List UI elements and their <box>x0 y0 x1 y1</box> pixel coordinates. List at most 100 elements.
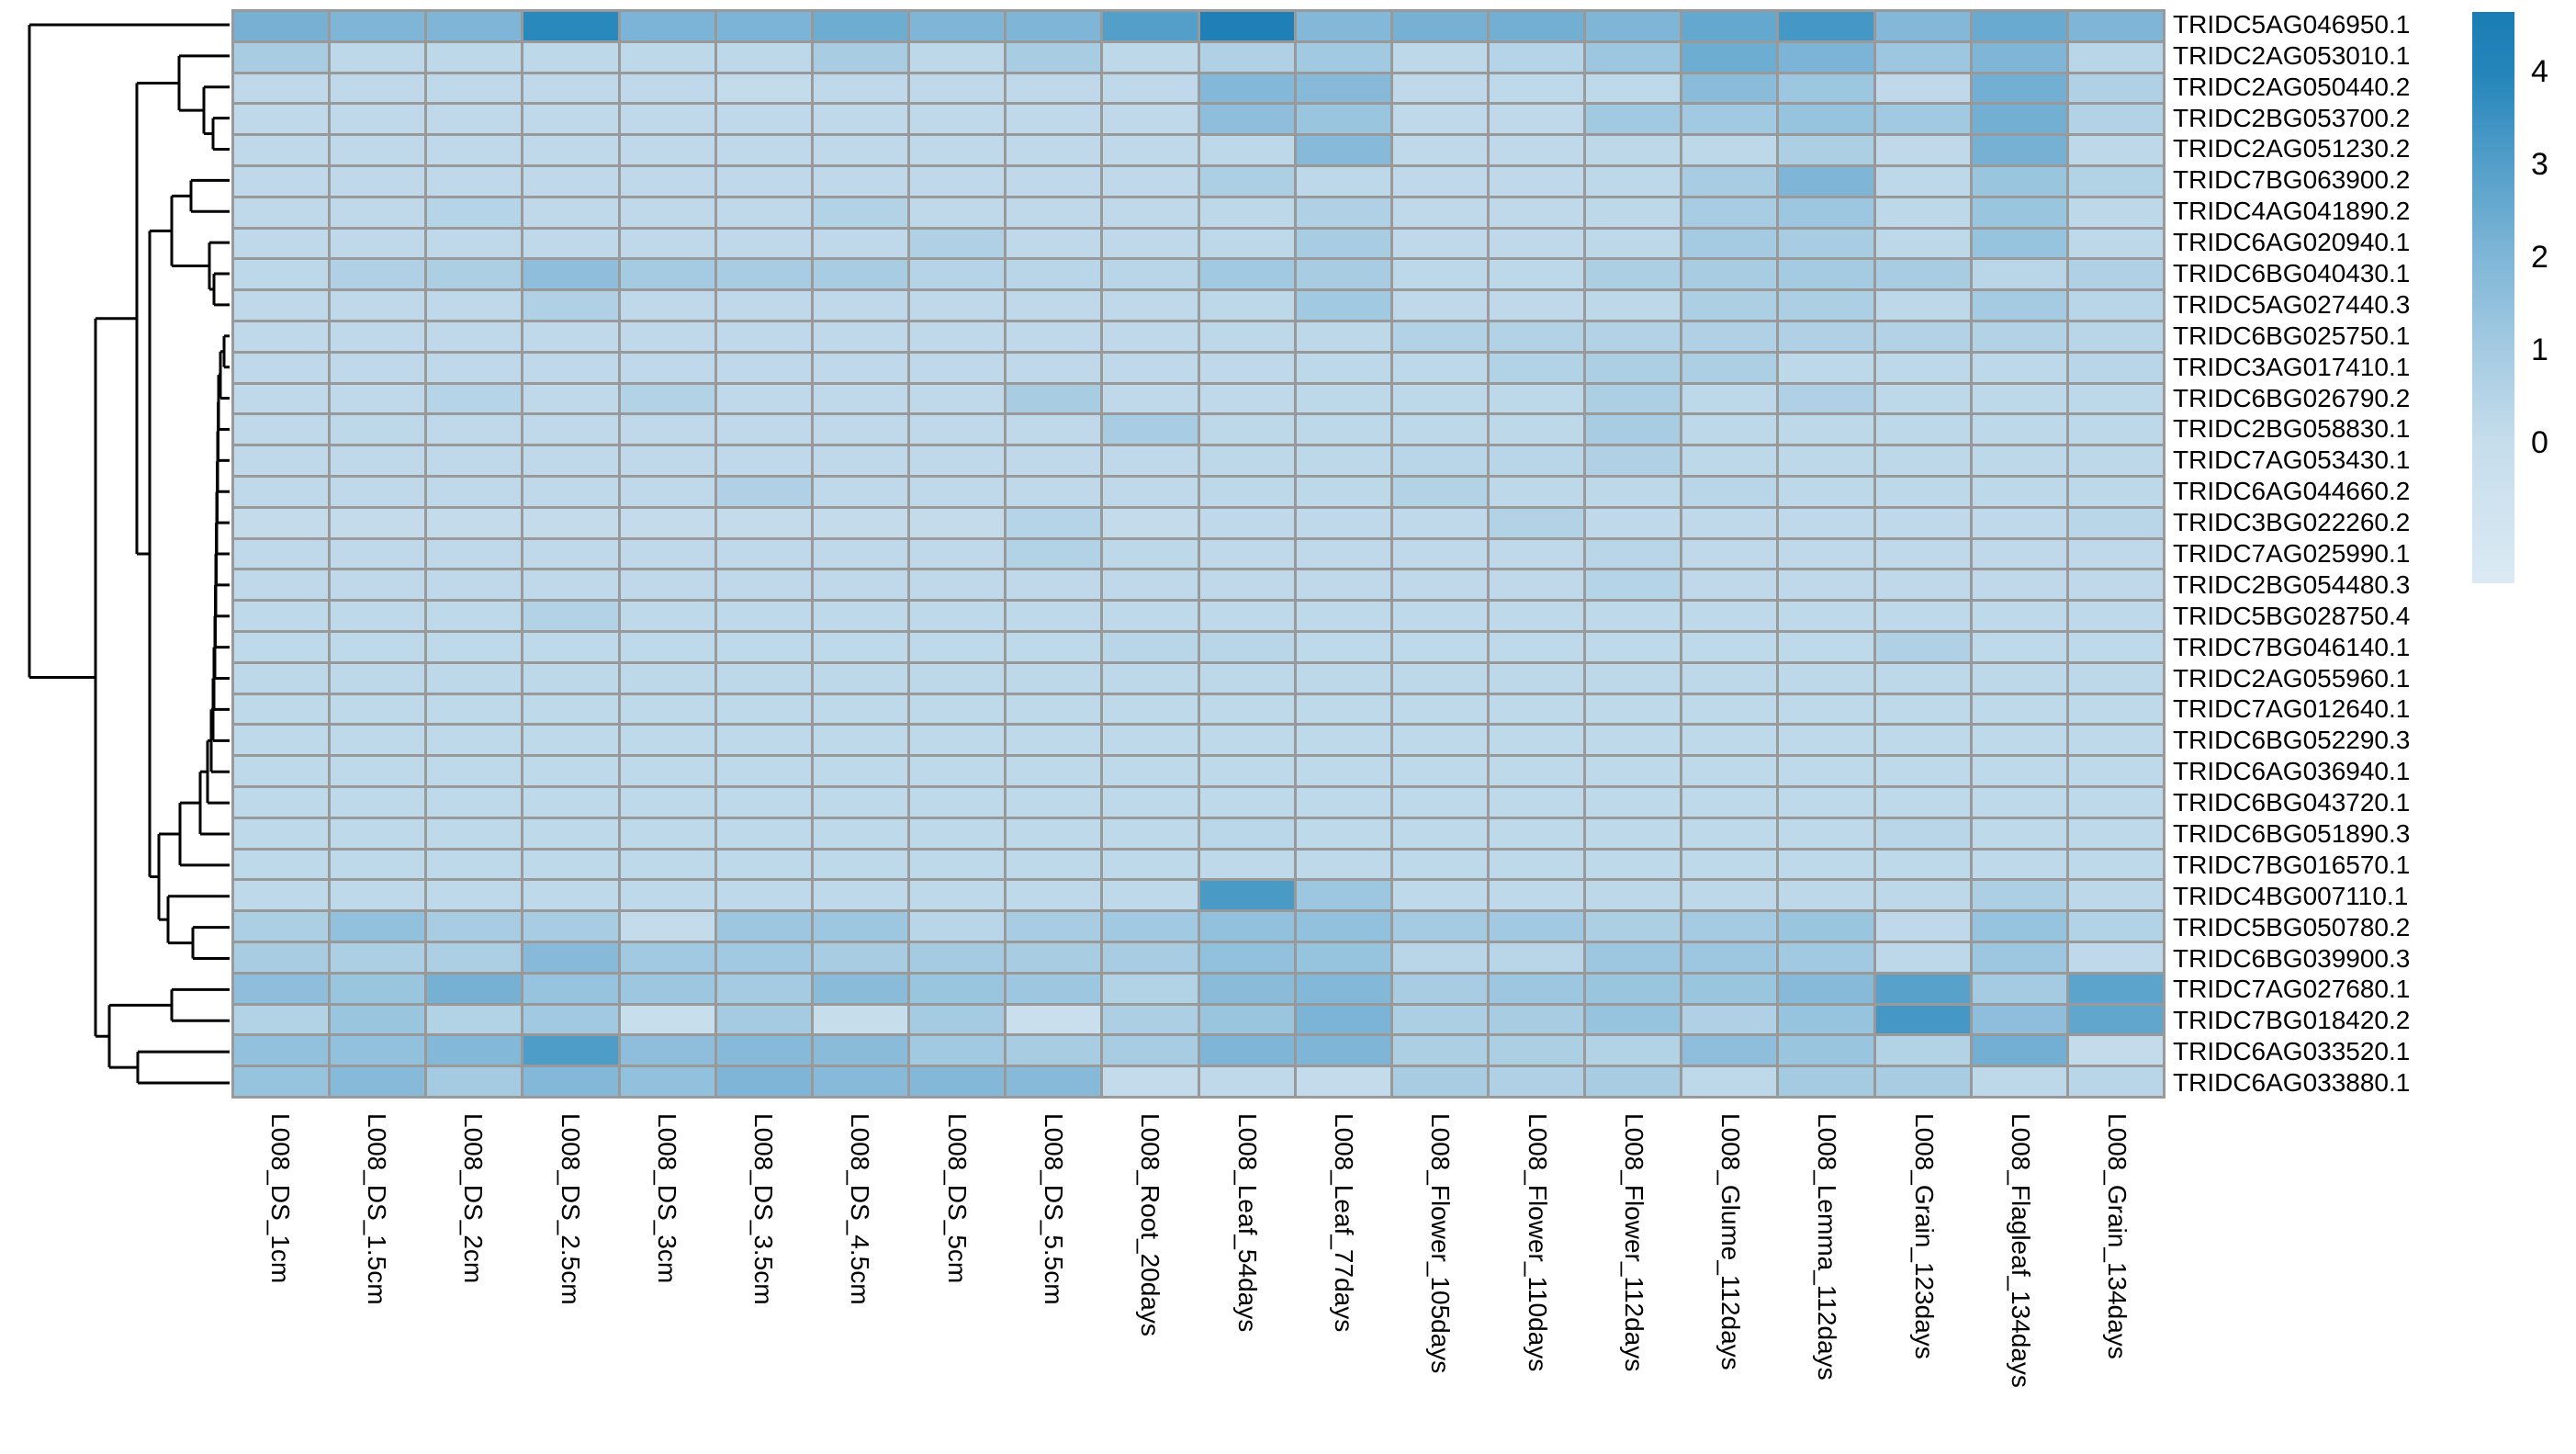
heatmap-cell <box>427 850 522 879</box>
heatmap-cell <box>427 726 522 755</box>
heatmap-cell <box>1875 663 1970 693</box>
heatmap-cell <box>2068 787 2163 817</box>
heatmap-cell <box>427 787 522 817</box>
heatmap-cell <box>1489 1036 1584 1065</box>
heatmap-cell <box>620 694 714 724</box>
row-label: TRIDC2BG053700.2 <box>2173 103 2411 132</box>
heatmap-cell <box>523 197 618 227</box>
heatmap-cell <box>1586 912 1681 941</box>
heatmap-cell <box>1296 136 1390 164</box>
colorbar-tick-label: 0 <box>2531 425 2548 461</box>
heatmap-cell <box>2068 818 2163 848</box>
heatmap-cell <box>1586 787 1681 817</box>
heatmap-cell <box>1007 757 1101 785</box>
heatmap-cell <box>620 818 714 848</box>
colorbar-tick-label: 2 <box>2531 240 2548 276</box>
row-label: TRIDC6BG026790.2 <box>2173 383 2411 412</box>
heatmap-cell <box>716 229 811 258</box>
column-label: L008_Grain_134days <box>2103 1113 2132 1359</box>
heatmap-cell <box>1392 321 1487 351</box>
heatmap-cell <box>1007 105 1101 134</box>
heatmap-cell <box>1779 850 1873 879</box>
heatmap-cell <box>2068 726 2163 755</box>
row-label: TRIDC6BG051890.3 <box>2173 818 2411 848</box>
heatmap-cell <box>427 974 522 1003</box>
heatmap-cell <box>1779 73 1873 103</box>
heatmap-cell <box>1007 291 1101 320</box>
heatmap-cell <box>331 136 425 164</box>
heatmap-cell <box>1392 136 1487 164</box>
heatmap-cell <box>1682 787 1777 817</box>
heatmap-cell <box>234 12 329 40</box>
column-label: L008_DS_1cm <box>265 1113 295 1284</box>
heatmap-cell <box>1972 881 2066 910</box>
heatmap-cell <box>1586 353 1681 382</box>
heatmap-cell <box>1296 974 1390 1003</box>
heatmap-cell <box>427 105 522 134</box>
heatmap-cell <box>1392 632 1487 661</box>
heatmap-cell <box>523 477 618 506</box>
heatmap-cell <box>1199 446 1294 475</box>
heatmap-cell <box>2068 1036 2163 1065</box>
row-label: TRIDC2AG051230.2 <box>2173 134 2411 163</box>
heatmap-cell <box>2068 229 2163 258</box>
heatmap-cell <box>1489 260 1584 289</box>
heatmap-cell <box>1875 260 1970 289</box>
heatmap-cell <box>427 912 522 941</box>
heatmap-cell <box>1972 508 2066 537</box>
heatmap-cell <box>1779 291 1873 320</box>
column-label: L008_Flagleaf_134days <box>2007 1113 2036 1388</box>
heatmap-cell <box>1489 912 1584 941</box>
heatmap-cell <box>1779 974 1873 1003</box>
heatmap-cell <box>523 726 618 755</box>
heatmap-cell <box>1972 757 2066 785</box>
heatmap-cell <box>523 818 618 848</box>
heatmap-cell <box>523 291 618 320</box>
heatmap-cell <box>331 477 425 506</box>
heatmap-cell <box>2068 12 2163 40</box>
heatmap-cell <box>523 850 618 879</box>
heatmap-cell <box>1586 42 1681 72</box>
heatmap-cell <box>1392 1067 1487 1096</box>
heatmap-cell <box>1489 353 1584 382</box>
heatmap-cell <box>1489 291 1584 320</box>
row-label: TRIDC4BG007110.1 <box>2173 881 2409 910</box>
heatmap-cell <box>1199 136 1294 164</box>
heatmap-cell <box>1779 384 1873 413</box>
heatmap-cell <box>1103 321 1198 351</box>
heatmap-cell <box>910 105 1005 134</box>
heatmap-cell <box>523 229 618 258</box>
heatmap-cell <box>813 974 908 1003</box>
heatmap-cell <box>234 136 329 164</box>
heatmap-cell <box>523 912 618 941</box>
heatmap-cell <box>1199 912 1294 941</box>
column-label: L008_Flower_110days <box>1523 1113 1552 1372</box>
heatmap-cell <box>1875 942 1970 972</box>
heatmap-cell <box>1296 260 1390 289</box>
heatmap-cell <box>1007 726 1101 755</box>
row-dendrogram <box>28 23 230 1085</box>
heatmap-cell <box>1682 1067 1777 1096</box>
heatmap-cell <box>1103 663 1198 693</box>
heatmap-cell <box>234 166 329 196</box>
heatmap-cell <box>427 757 522 785</box>
heatmap-cell <box>1682 1005 1777 1034</box>
heatmap-cell <box>1586 602 1681 630</box>
heatmap-cell <box>1103 912 1198 941</box>
heatmap-cell <box>813 42 908 72</box>
row-label: TRIDC7BG016570.1 <box>2173 850 2411 879</box>
heatmap-cell <box>1779 570 1873 600</box>
heatmap-cell <box>427 384 522 413</box>
heatmap-cell <box>331 415 425 445</box>
heatmap-cell <box>331 105 425 134</box>
column-label: L008_DS_4.5cm <box>846 1113 875 1305</box>
heatmap-cell <box>1199 1067 1294 1096</box>
heatmap-cell <box>1682 353 1777 382</box>
heatmap-cell <box>1489 726 1584 755</box>
heatmap-cell <box>1586 229 1681 258</box>
heatmap-cell <box>1875 787 1970 817</box>
heatmap-cell <box>620 229 714 258</box>
heatmap-cell <box>1972 602 2066 630</box>
heatmap-cell <box>1682 321 1777 351</box>
heatmap-cell <box>1199 663 1294 693</box>
